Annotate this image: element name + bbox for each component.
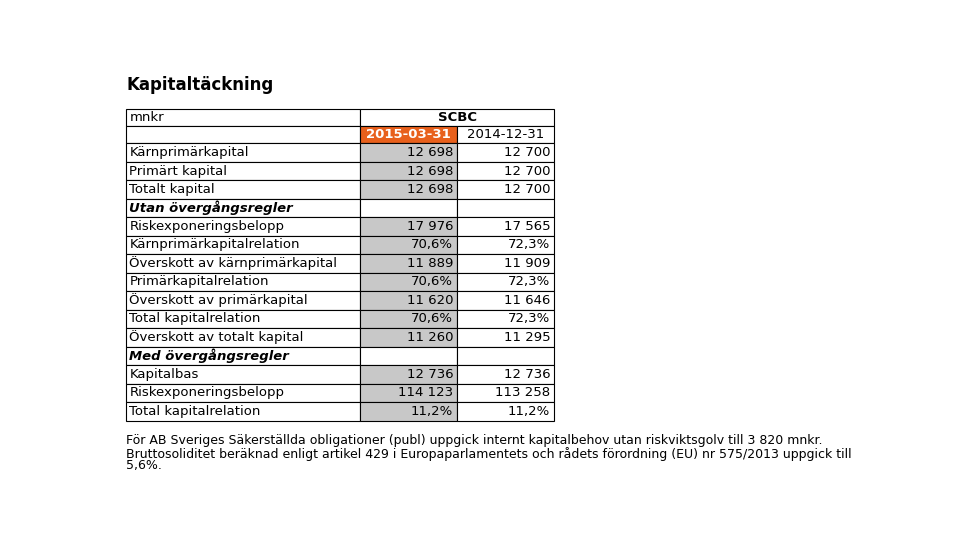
Text: 2014-12-31: 2014-12-31 [467, 129, 544, 141]
Bar [360, 254, 457, 273]
Text: Överskott av kärnprimärkapital: Överskott av kärnprimärkapital [130, 256, 337, 271]
Text: Riskexponeringsbelopp: Riskexponeringsbelopp [130, 386, 284, 399]
Text: Kärnprimärkapital: Kärnprimärkapital [130, 146, 249, 159]
Bar [126, 199, 360, 217]
Bar [360, 180, 457, 199]
Bar [126, 254, 360, 273]
Text: 17 565: 17 565 [503, 220, 550, 233]
Text: 11 260: 11 260 [407, 331, 453, 344]
Text: 5,6%.: 5,6%. [126, 459, 162, 472]
Bar [457, 309, 554, 328]
Text: Med övergångsregler: Med övergångsregler [130, 349, 289, 363]
Text: 70,6%: 70,6% [411, 313, 453, 326]
Bar [457, 126, 554, 143]
Bar [360, 347, 457, 365]
Text: 17 976: 17 976 [407, 220, 453, 233]
Text: Överskott av primärkapital: Överskott av primärkapital [130, 293, 308, 307]
Bar [457, 254, 554, 273]
Text: 12 736: 12 736 [503, 368, 550, 381]
Text: mnkr: mnkr [130, 111, 164, 124]
Bar [126, 291, 360, 309]
Text: 11,2%: 11,2% [508, 405, 550, 418]
Text: 12 698: 12 698 [407, 165, 453, 178]
Text: 12 700: 12 700 [504, 183, 550, 196]
Bar [360, 365, 457, 383]
Text: 11 620: 11 620 [407, 294, 453, 307]
Text: Totalt kapital: Totalt kapital [130, 183, 215, 196]
Bar [457, 328, 554, 347]
Text: Utan övergångsregler: Utan övergångsregler [130, 201, 293, 215]
Bar [126, 309, 360, 328]
Text: 70,6%: 70,6% [411, 275, 453, 288]
Bar [457, 199, 554, 217]
Bar [360, 309, 457, 328]
Text: 72,3%: 72,3% [508, 275, 550, 288]
Bar [457, 347, 554, 365]
Bar [360, 162, 457, 180]
Text: SCBC: SCBC [438, 111, 476, 124]
Text: 72,3%: 72,3% [508, 239, 550, 252]
Bar [457, 180, 554, 199]
Text: 113 258: 113 258 [495, 386, 550, 399]
Text: 12 700: 12 700 [504, 146, 550, 159]
Bar [360, 291, 457, 309]
Text: 72,3%: 72,3% [508, 313, 550, 326]
Text: 12 700: 12 700 [504, 165, 550, 178]
Bar [457, 383, 554, 402]
Text: Kapitalbas: Kapitalbas [130, 368, 199, 381]
Text: 11 909: 11 909 [504, 257, 550, 270]
Bar [360, 236, 457, 254]
Text: 12 698: 12 698 [407, 146, 453, 159]
Bar [360, 110, 554, 126]
Bar [126, 365, 360, 383]
Text: 70,6%: 70,6% [411, 239, 453, 252]
Bar [126, 347, 360, 365]
Bar [457, 291, 554, 309]
Text: Primärt kapital: Primärt kapital [130, 165, 228, 178]
Bar [457, 236, 554, 254]
Bar [126, 328, 360, 347]
Bar [360, 199, 457, 217]
Bar [457, 162, 554, 180]
Text: Total kapitalrelation: Total kapitalrelation [130, 313, 261, 326]
Bar [457, 365, 554, 383]
Text: 11,2%: 11,2% [411, 405, 453, 418]
Text: 11 646: 11 646 [504, 294, 550, 307]
Text: Kapitaltäckning: Kapitaltäckning [126, 76, 274, 93]
Bar [360, 126, 457, 143]
Bar [126, 126, 360, 143]
Bar [126, 180, 360, 199]
Bar [126, 236, 360, 254]
Bar [360, 328, 457, 347]
Text: Total kapitalrelation: Total kapitalrelation [130, 405, 261, 418]
Bar [126, 110, 360, 126]
Text: 114 123: 114 123 [398, 386, 453, 399]
Bar [360, 273, 457, 291]
Text: För AB Sveriges Säkerställda obligationer (publ) uppgick internt kapitalbehov ut: För AB Sveriges Säkerställda obligatione… [126, 434, 823, 448]
Text: 11 295: 11 295 [503, 331, 550, 344]
Text: Primärkapitalrelation: Primärkapitalrelation [130, 275, 269, 288]
Bar [126, 402, 360, 421]
Bar [126, 217, 360, 236]
Bar [457, 217, 554, 236]
Text: Bruttosoliditet beräknad enligt artikel 429 i Europaparlamentets och rådets föro: Bruttosoliditet beräknad enligt artikel … [126, 447, 852, 461]
Bar [360, 217, 457, 236]
Text: 12 698: 12 698 [407, 183, 453, 196]
Bar [360, 143, 457, 162]
Bar [126, 162, 360, 180]
Bar [126, 273, 360, 291]
Bar [360, 383, 457, 402]
Text: Överskott av totalt kapital: Överskott av totalt kapital [130, 330, 303, 345]
Bar [457, 273, 554, 291]
Text: Kärnprimärkapitalrelation: Kärnprimärkapitalrelation [130, 239, 300, 252]
Text: Riskexponeringsbelopp: Riskexponeringsbelopp [130, 220, 284, 233]
Bar [457, 143, 554, 162]
Bar [360, 402, 457, 421]
Bar [126, 383, 360, 402]
Text: 12 736: 12 736 [407, 368, 453, 381]
Text: 11 889: 11 889 [407, 257, 453, 270]
Bar [126, 143, 360, 162]
Text: 2015-03-31: 2015-03-31 [367, 129, 451, 141]
Bar [457, 402, 554, 421]
